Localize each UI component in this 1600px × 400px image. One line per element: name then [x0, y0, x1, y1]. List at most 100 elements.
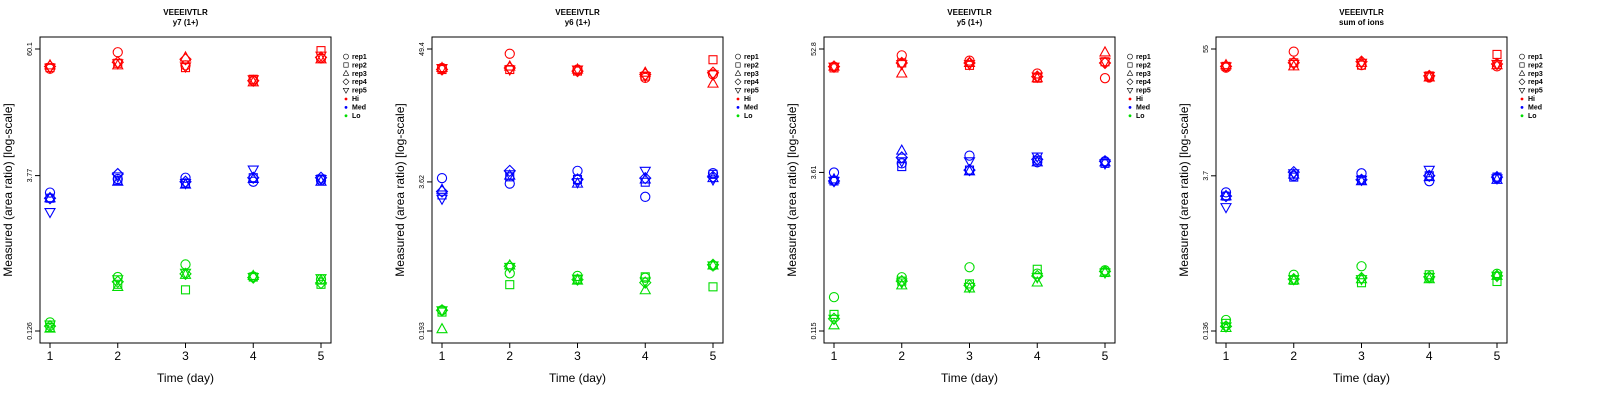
legend-marker-rep2 [736, 63, 740, 67]
legend-marker-rep3 [1127, 70, 1133, 75]
legend-marker-med [1521, 106, 1524, 109]
data-point-lo-rep1 [1357, 262, 1366, 271]
chart-title: VEEEIVTLR [555, 8, 600, 17]
x-tick-label: 5 [1102, 349, 1109, 363]
legend-marker-rep1 [1127, 54, 1132, 59]
y-axis-label: Measured (area ratio) [log-scale] [1177, 103, 1191, 276]
plot-frame [824, 37, 1115, 343]
data-point-med-rep1 [181, 173, 190, 182]
data-point-hi-rep1 [505, 49, 514, 58]
legend: rep1rep2 rep3rep4 rep5HiMed Lo [1127, 54, 1151, 120]
data-point-lo-rep2 [830, 310, 838, 318]
x-tick-label: 1 [1223, 349, 1230, 363]
data-point-med-rep5 [45, 209, 55, 218]
chart-title: VEEEIVTLR [1339, 8, 1384, 17]
legend-label: rep3 [744, 71, 759, 78]
legend-label: rep3 [1528, 71, 1543, 78]
legend-label: rep4 [1136, 79, 1151, 86]
legend-marker-rep5 [343, 88, 349, 93]
legend-label: Lo [352, 113, 361, 120]
legend-marker-med [1129, 106, 1132, 109]
chart-subtitle: sum of ions [1339, 18, 1384, 27]
chart-title: VEEEIVTLR [947, 8, 992, 17]
x-axis-label: Time (day) [157, 371, 214, 385]
legend-label: rep2 [1528, 62, 1543, 69]
y-tick-label: 55 [1203, 45, 1210, 53]
legend-marker-rep2 [344, 63, 348, 67]
data-point-med-rep1 [1100, 157, 1109, 166]
chart-panel-2: VEEEIVTLRy6 (1+)0.1933.6249.41 2 3 4 5Time (… [393, 8, 759, 385]
y-tick-label: 60.1 [27, 42, 34, 56]
legend-marker-rep2 [1128, 63, 1132, 67]
data-point-med-rep5 [1221, 204, 1231, 213]
legend-label: rep2 [744, 62, 759, 69]
data-point-lo-rep2 [506, 281, 514, 289]
legend-label: Med [1136, 104, 1150, 111]
data-points [1221, 47, 1503, 332]
x-tick-label: 2 [898, 349, 905, 363]
y-tick-label: 0.136 [1203, 322, 1210, 340]
y-tick-label: 3.7 [1203, 171, 1210, 181]
legend: rep1rep2 rep3rep4 rep5HiMed Lo [343, 54, 367, 120]
data-points [829, 47, 1111, 329]
y-tick-label: 52.8 [811, 42, 818, 56]
y-tick-label: 0.115 [811, 322, 818, 339]
y-tick-label: 3.62 [419, 175, 426, 189]
legend-marker-rep3 [1519, 70, 1525, 75]
data-point-lo-rep3 [437, 324, 447, 333]
data-point-hi-rep1 [1289, 47, 1298, 56]
data-point-lo-rep3 [181, 269, 191, 278]
y-tick-label: 0.193 [419, 322, 426, 340]
x-tick-label: 5 [1494, 349, 1501, 363]
legend-label: rep5 [744, 88, 759, 95]
legend-marker-rep5 [735, 88, 741, 93]
x-tick-label: 5 [318, 349, 325, 363]
legend-marker-hi [737, 98, 740, 101]
x-tick-label: 2 [1290, 349, 1297, 363]
data-point-lo-rep5 [181, 269, 191, 278]
x-tick-label: 4 [1034, 349, 1041, 363]
legend-label: Hi [1528, 96, 1535, 103]
data-point-lo-rep2 [182, 286, 190, 294]
legend-marker-rep2 [1520, 63, 1524, 67]
legend-label: Med [352, 104, 366, 111]
legend-label: Hi [1136, 96, 1143, 103]
legend-label: rep2 [1136, 62, 1151, 69]
legend-marker-lo [1129, 114, 1132, 117]
x-axis-label: Time (day) [1333, 371, 1390, 385]
chart-subtitle: y5 (1+) [957, 18, 983, 27]
legend-label: rep4 [744, 79, 759, 86]
legend-marker-lo [737, 114, 740, 117]
chart-panel-4: VEEEIVTLRsum of ions0.1363.7551 2 3 4 5Time … [1177, 8, 1543, 385]
y-tick-label: 3.61 [811, 166, 818, 180]
legend-marker-rep4 [735, 79, 741, 85]
data-points [437, 49, 719, 333]
legend-label: rep3 [352, 71, 367, 78]
legend-marker-rep4 [1127, 79, 1133, 85]
legend-label: Hi [352, 96, 359, 103]
plot-frame [1216, 37, 1507, 343]
legend-marker-rep5 [1519, 88, 1525, 93]
x-axis-label: Time (day) [549, 371, 606, 385]
legend-marker-rep5 [1127, 88, 1133, 93]
x-tick-label: 3 [574, 349, 581, 363]
legend-label: rep2 [352, 62, 367, 69]
legend-label: Med [1528, 104, 1542, 111]
x-tick-label: 2 [114, 349, 121, 363]
plot-frame [432, 37, 723, 343]
legend-marker-lo [345, 114, 348, 117]
legend-label: rep4 [352, 79, 367, 86]
data-point-lo-rep2 [709, 283, 717, 291]
x-tick-label: 3 [1358, 349, 1365, 363]
legend-marker-rep3 [343, 70, 349, 75]
legend-marker-hi [1521, 98, 1524, 101]
x-tick-label: 1 [47, 349, 54, 363]
data-point-hi-rep2 [709, 56, 717, 64]
data-point-med-rep1 [965, 151, 974, 160]
legend-label: Med [744, 104, 758, 111]
legend-label: Lo [744, 113, 753, 120]
data-points [45, 47, 327, 332]
legend-marker-rep3 [735, 70, 741, 75]
